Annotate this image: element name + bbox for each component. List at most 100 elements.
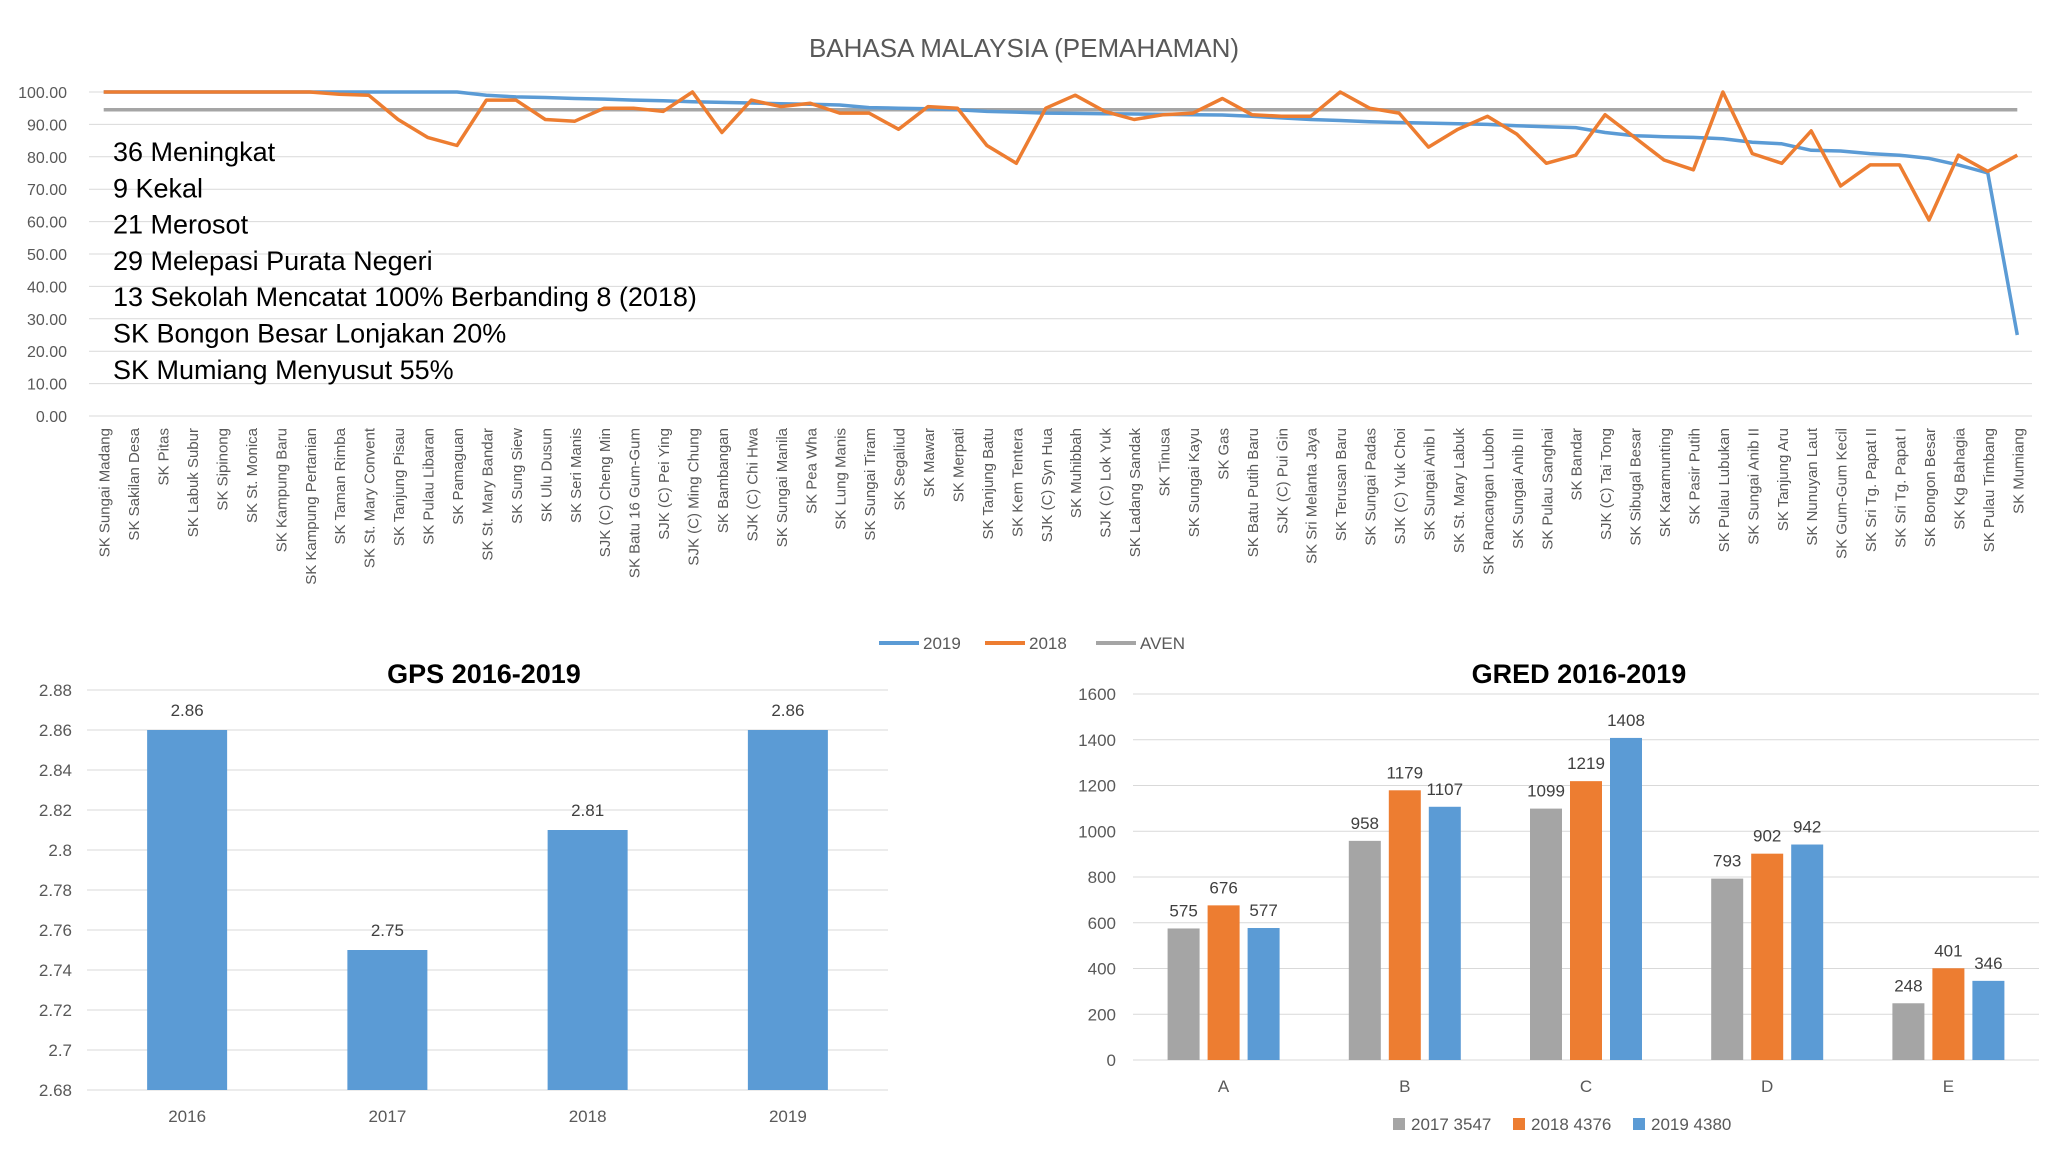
legend-label: 2017 3547 xyxy=(1411,1115,1491,1134)
x-tick-label: SK Pulau Sanghai xyxy=(1539,428,1556,550)
gred-chart-title: GRED 2016-2019 xyxy=(1472,659,1687,689)
x-tick-label: SJK (C) Syn Hua xyxy=(1039,427,1056,542)
legend-label: 2018 xyxy=(1029,634,1067,653)
x-tick-label: SK Sri Tg. Papat II xyxy=(1863,428,1880,552)
data-label: 793 xyxy=(1713,852,1741,871)
gps-bar-2016 xyxy=(147,730,228,1090)
x-tick-label: SK Sungai Tiram xyxy=(862,428,879,541)
data-label: 1179 xyxy=(1387,763,1424,782)
data-label: 575 xyxy=(1169,901,1197,920)
x-tick-label: SK Batu 16 Gum-Gum xyxy=(627,428,644,578)
y-tick-label: 40.00 xyxy=(27,279,67,296)
y-tick-label: 600 xyxy=(1088,914,1116,933)
y-tick-label: 0 xyxy=(1107,1051,1116,1070)
y-tick-label: 2.86 xyxy=(39,721,72,740)
x-tick-label: SK Muhibbah xyxy=(1068,428,1085,518)
legend-swatch xyxy=(1633,1118,1645,1130)
data-label: 401 xyxy=(1934,941,1962,960)
x-tick-label: SK Pamaguan xyxy=(450,428,467,525)
gred-bar-d-2017 xyxy=(1711,878,1744,1060)
data-label: 2.86 xyxy=(771,701,804,720)
gred-bar-b-2018 xyxy=(1388,790,1421,1060)
x-tick-label: SJK (C) Ming Chung xyxy=(686,428,703,566)
gps-bar-chart: GPS 2016-2019 2.88 2.86 2.84 2.82 2.8 2.78 2.7… xyxy=(39,659,888,1126)
x-tick-label: SK Batu Putih Baru xyxy=(1245,428,1262,557)
x-tick-label: SK Pasir Putih xyxy=(1686,428,1703,525)
y-tick-label: 2.82 xyxy=(39,801,72,820)
x-tick-label: SK Karamunting xyxy=(1657,428,1674,537)
x-tick-label: B xyxy=(1399,1077,1410,1096)
annotation-text: 9 Kekal xyxy=(113,173,203,203)
x-tick-label: A xyxy=(1218,1077,1230,1096)
x-tick-label: SJK (C) Tai Tong xyxy=(1598,428,1615,540)
data-label: 676 xyxy=(1209,878,1237,897)
x-tick-label: SK Bandar xyxy=(1569,428,1586,501)
x-tick-label: SK Rancangan Luboh xyxy=(1480,428,1497,575)
x-tick-label: SK Sung Siew xyxy=(509,428,526,524)
x-tick-label: SK Tanjung Aru xyxy=(1775,428,1792,531)
x-tick-label: SJK (C) Pei Ying xyxy=(656,428,673,540)
x-tick-label: SK Terusan Baru xyxy=(1333,428,1350,541)
gps-bar-2017 xyxy=(347,950,428,1090)
x-tick-label: SK Pulau Libaran xyxy=(421,428,438,545)
x-tick-label: SJK (C) Yuk Choi xyxy=(1392,428,1409,544)
x-tick-label: SK Sungai Anib I xyxy=(1421,428,1438,541)
y-tick-label: 10.00 xyxy=(27,377,67,394)
legend-label: 2019 xyxy=(923,634,961,653)
y-tick-label: 100.00 xyxy=(18,85,67,102)
gred-bar-c-2017 xyxy=(1530,808,1562,1060)
x-tick-label: SJK (C) Chi Hwa xyxy=(744,427,761,541)
y-tick-label: 90.00 xyxy=(27,117,67,134)
y-tick-label: 1400 xyxy=(1078,731,1116,750)
legend-label: 2019 4380 xyxy=(1651,1115,1731,1134)
x-tick-label: SK Segaliud xyxy=(892,428,909,511)
data-label: 1107 xyxy=(1427,780,1464,799)
y-tick-label: 400 xyxy=(1088,960,1116,979)
y-tick-label: 30.00 xyxy=(27,312,67,329)
x-tick-label: SK Pulau Lubukan xyxy=(1716,428,1733,552)
x-tick-label: SK Lung Manis xyxy=(833,428,850,530)
gps-bar-2018 xyxy=(547,830,628,1090)
y-tick-label: 20.00 xyxy=(27,344,67,361)
x-tick-label: SK Gum-Gum Kecil xyxy=(1834,428,1851,559)
x-tick-label: SK Sungai Anib III xyxy=(1510,428,1527,549)
legend-swatch xyxy=(1513,1118,1525,1130)
x-tick-label: 2017 xyxy=(368,1107,406,1126)
x-tick-label: 2019 xyxy=(769,1107,807,1126)
line-chart: BAHASA MALAYSIA (PEMAHAMAN) 100.00 90.00 8… xyxy=(18,33,2032,653)
x-tick-label: SK St. Mary Labuk xyxy=(1451,428,1468,554)
x-tick-label: C xyxy=(1580,1077,1592,1096)
legend-label: AVEN xyxy=(1140,634,1185,653)
y-tick-label: 1200 xyxy=(1078,777,1116,796)
data-label: 2.81 xyxy=(571,801,604,820)
x-tick-label: 2016 xyxy=(168,1107,206,1126)
gred-bar-e-2017 xyxy=(1892,1003,1925,1060)
line-chart-title: BAHASA MALAYSIA (PEMAHAMAN) xyxy=(809,33,1239,63)
x-tick-label: SK Sungai Manila xyxy=(774,427,791,547)
y-tick-label: 2.78 xyxy=(39,881,72,900)
y-tick-label: 70.00 xyxy=(27,182,67,199)
x-tick-label: SK Pea Wha xyxy=(803,427,820,514)
x-tick-label: E xyxy=(1943,1077,1954,1096)
gred-bar-e-2018 xyxy=(1932,968,1965,1060)
annotation-text: 21 Merosot xyxy=(113,210,249,240)
x-tick-label: SK Sungai Kayu xyxy=(1186,428,1203,537)
gred-bar-e-2019 xyxy=(1972,980,2005,1060)
data-label: 942 xyxy=(1793,818,1821,837)
x-tick-label: SK Bongon Besar xyxy=(1922,428,1939,547)
y-tick-label: 0.00 xyxy=(36,409,67,426)
y-tick-label: 60.00 xyxy=(27,215,67,232)
gred-bar-a-2018 xyxy=(1207,905,1240,1060)
x-tick-label: SK Kg Bahagia xyxy=(1951,427,1968,529)
x-tick-label: SK St. Mary Convent xyxy=(362,427,379,568)
gps-chart-title: GPS 2016-2019 xyxy=(387,659,581,689)
y-tick-label: 1000 xyxy=(1078,822,1116,841)
x-tick-label: SK Kampung Pertanian xyxy=(303,428,320,585)
y-tick-label: 50.00 xyxy=(27,247,67,264)
legend-swatch xyxy=(1393,1118,1405,1130)
y-tick-label: 2.72 xyxy=(39,1001,72,1020)
gred-bar-d-2019 xyxy=(1791,844,1824,1060)
data-label: 958 xyxy=(1351,814,1379,833)
x-tick-label: SK Sakilan Desa xyxy=(126,427,143,540)
